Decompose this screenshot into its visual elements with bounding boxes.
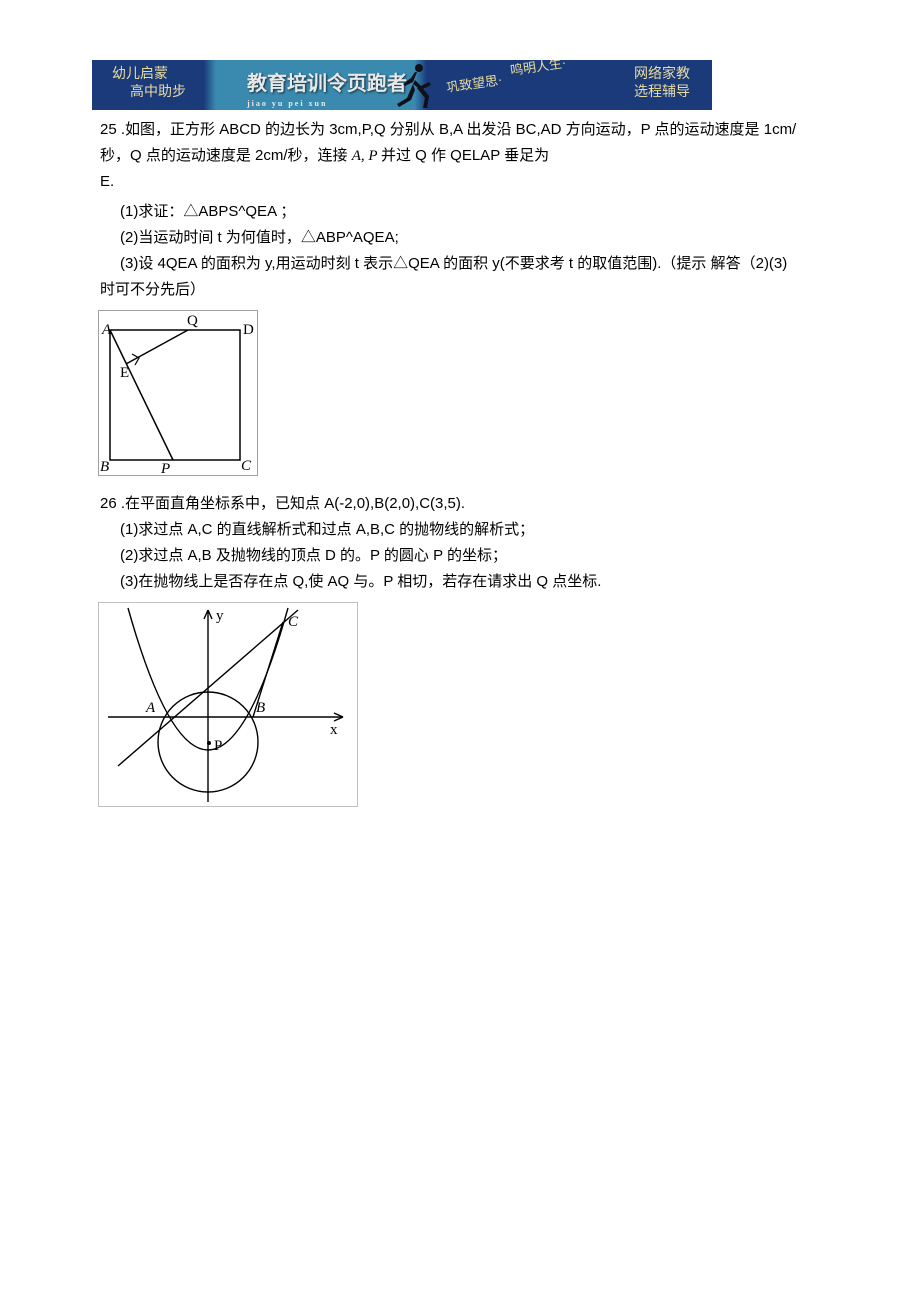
q25-intro-line2: 秒，Q 点的运动速度是 2cm/秒，连接 A, P 并过 Q 作 QELAP 垂…	[100, 144, 840, 168]
q26-number: 26	[100, 495, 117, 512]
q25-sub3a: (3)设 4QEA 的面积为 y,用运动时刻 t 表示△QEA 的面积 y(不要…	[100, 252, 840, 276]
q25-intro-a: 如图，正方形 ABCD 的边长为 3cm,P,Q 分别从 B,A 出发沿 BC,…	[125, 121, 796, 138]
q26-sub2: (2)求过点 A,B 及抛物线的顶点 D 的。P 的圆心 P 的坐标；	[100, 544, 840, 568]
banner-r2b: 选程辅导	[634, 85, 690, 100]
banner-r2a: 网络家教	[634, 67, 690, 82]
banner-left-line1: 幼儿启蒙	[112, 67, 168, 82]
runner-icon	[387, 60, 442, 110]
q25-label-C: C	[241, 458, 252, 474]
q26-label-P: P	[214, 738, 222, 754]
q26-intro: 在平面直角坐标系中，已知点 A(-2,0),B(2,0),C(3,5).	[125, 495, 465, 512]
banner-left-line2: 高中助步	[112, 85, 186, 100]
q25-number: 25	[100, 121, 117, 138]
banner-mid-text: 教育培训令页跑者	[247, 73, 407, 95]
header-banner: 幼儿启蒙 高中助步 教育培训令页跑者 jiao yu pei xun 巩致望思·…	[92, 60, 712, 110]
banner-mid-title: 教育培训令页跑者 jiao yu pei xun	[247, 68, 407, 110]
q25-sub3b: 时可不分先后）	[100, 278, 840, 302]
q26-intro-line: 26 .在平面直角坐标系中，已知点 A(-2,0),B(2,0),C(3,5).	[100, 492, 840, 516]
q26-label-A: A	[145, 700, 156, 716]
q26-label-B: B	[256, 700, 265, 716]
banner-r1b: 鸣明人生·	[509, 60, 567, 78]
q25-label-Q: Q	[187, 313, 198, 329]
q25-label-P: P	[160, 461, 170, 476]
q25-label-D-top: D	[243, 322, 254, 338]
q26-sub3: (3)在抛物线上是否存在点 Q,使 AQ 与。P 相切，若存在请求出 Q 点坐标…	[100, 570, 840, 594]
banner-right-motto: 巩致望思· 鸣明人生·	[445, 62, 563, 99]
q25-intro-b: 秒，Q 点的运动速度是 2cm/秒，连接	[100, 147, 352, 164]
q25-intro-line3: E.	[100, 170, 840, 194]
q26-figure: y x A B C P	[98, 602, 840, 815]
banner-mid-sub: jiao yu pei xun	[247, 98, 407, 110]
q26-label-y: y	[216, 608, 224, 624]
q25-intro-line1: 25 .如图，正方形 ABCD 的边长为 3cm,P,Q 分别从 B,A 出发沿…	[100, 118, 840, 142]
banner-left-text: 幼儿启蒙 高中助步	[112, 66, 186, 102]
q25-dot: .	[117, 121, 125, 138]
q25-intro-ital: A, P	[352, 148, 381, 164]
q26-sub1: (1)求过点 A,C 的直线解析式和过点 A,B,C 的抛物线的解析式；	[100, 518, 840, 542]
banner-right-text: 网络家教 选程辅导	[634, 66, 690, 102]
banner-r1a: 巩致望思·	[445, 72, 503, 95]
q26-label-x: x	[330, 722, 338, 738]
q25-label-B: B	[100, 459, 109, 475]
q25-intro-b2: 并过 Q 作 QELAP 垂足为	[381, 147, 549, 164]
q25-figure: A Q D E B P C	[98, 310, 840, 484]
q25-label-A: A	[101, 322, 112, 338]
q25-sub2: (2)当运动时间 t 为何值时，△ABP^AQEA;	[100, 226, 840, 250]
q25-label-E: E	[120, 365, 129, 381]
q26-label-C: C	[288, 614, 299, 630]
q26-dot: .	[117, 495, 125, 512]
q25-sub1: (1)求证：△ABPS^QEA ；	[100, 200, 840, 224]
